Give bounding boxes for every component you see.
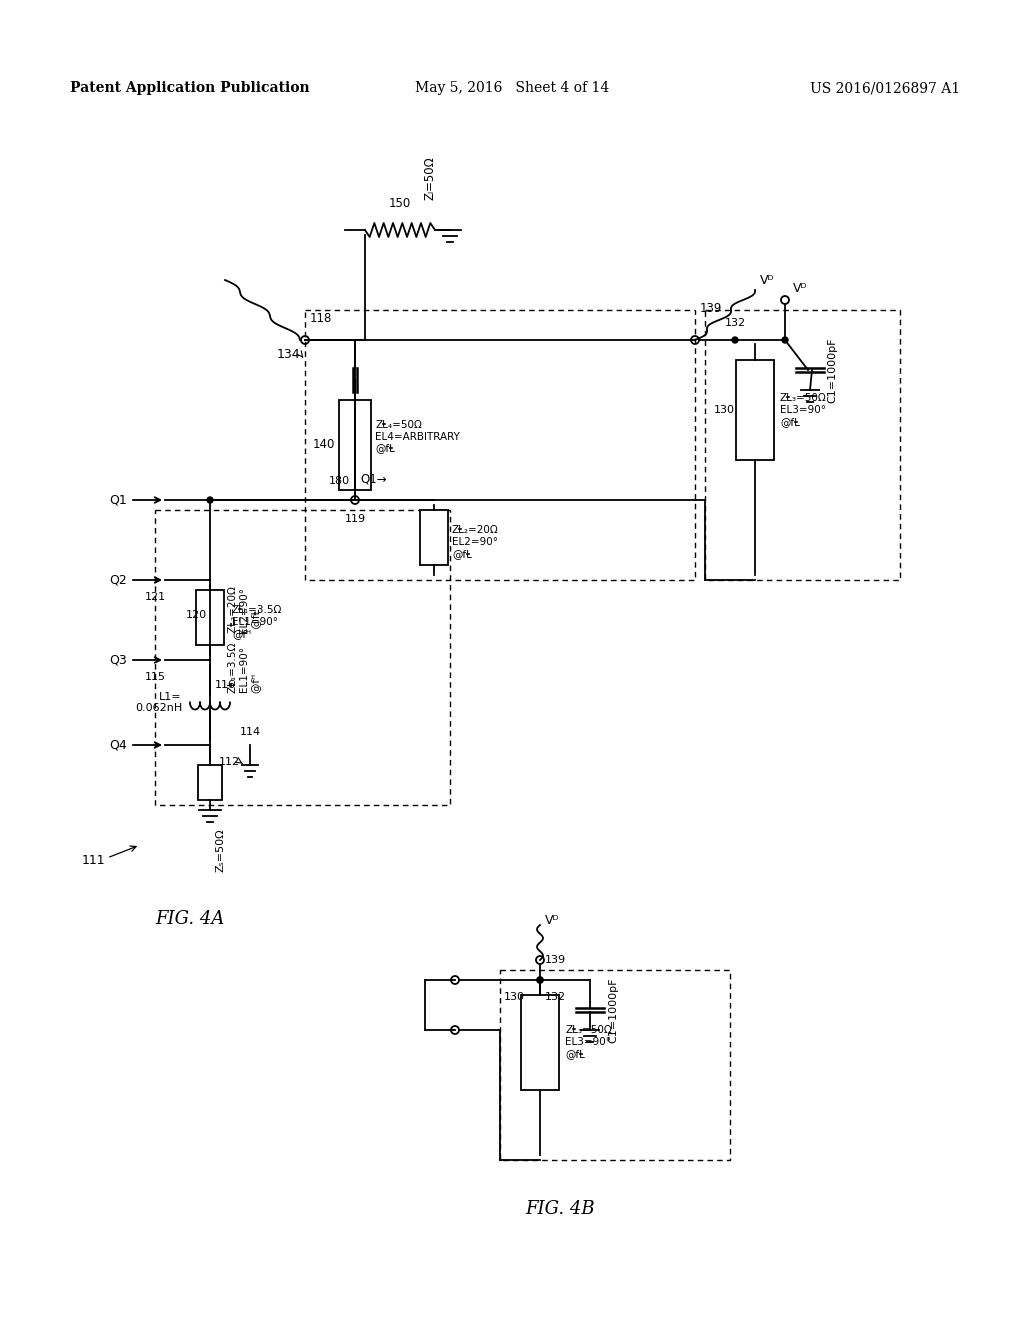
Text: 112: 112 <box>219 756 240 767</box>
Text: Q1: Q1 <box>110 494 127 507</box>
Text: US 2016/0126897 A1: US 2016/0126897 A1 <box>810 81 961 95</box>
Text: ZⱠ₂=20Ω: ZⱠ₂=20Ω <box>452 525 499 535</box>
Bar <box>198 766 222 800</box>
Text: 115: 115 <box>144 672 166 682</box>
Circle shape <box>537 977 543 983</box>
Bar <box>705 310 900 579</box>
Text: Vᴰ: Vᴰ <box>545 913 559 927</box>
Text: ZⱠ₃=50Ω
EL3=90°
@fⱠ: ZⱠ₃=50Ω EL3=90° @fⱠ <box>780 393 826 426</box>
Text: Q1→: Q1→ <box>360 473 387 486</box>
Text: 132: 132 <box>545 993 566 1002</box>
Circle shape <box>732 337 738 343</box>
Text: Q3: Q3 <box>110 653 127 667</box>
Text: Zₛ=50Ω: Zₛ=50Ω <box>215 828 225 871</box>
Text: ZⱠ₁=3.5Ω   ZⱠ₂=20Ω
EL1=90°    EL2=90°
@fᴴ              @fⱠ: ZⱠ₁=3.5Ω ZⱠ₂=20Ω EL1=90° EL2=90° @fᴴ @fⱠ <box>228 586 261 693</box>
Text: Q4: Q4 <box>110 738 127 751</box>
Text: C1=1000pF: C1=1000pF <box>827 337 837 403</box>
Bar <box>155 510 450 805</box>
Text: 134: 134 <box>276 348 300 362</box>
Text: C1=1000pF: C1=1000pF <box>608 977 618 1043</box>
Text: L1=
0.062nH: L1= 0.062nH <box>135 692 182 713</box>
Text: Vᴰ: Vᴰ <box>793 282 808 294</box>
Text: 121: 121 <box>144 591 166 602</box>
Text: 120: 120 <box>186 610 207 620</box>
Text: 140: 140 <box>312 438 335 451</box>
Text: 180: 180 <box>329 477 350 486</box>
Circle shape <box>782 337 788 343</box>
Text: @fᴴ: @fᴴ <box>232 630 251 639</box>
Text: 130: 130 <box>714 405 735 414</box>
Bar <box>736 360 774 459</box>
Bar <box>305 310 695 579</box>
Text: ZⱠ₃=50Ω
EL3=90°
@fⱠ: ZⱠ₃=50Ω EL3=90° @fⱠ <box>565 1026 611 1059</box>
Text: FIG. 4B: FIG. 4B <box>525 1200 595 1218</box>
Bar <box>420 510 449 565</box>
Text: Vᴰ: Vᴰ <box>760 273 774 286</box>
Text: ZⱠ₄=50Ω
EL4=ARBITRARY
@fⱠ: ZⱠ₄=50Ω EL4=ARBITRARY @fⱠ <box>375 420 460 453</box>
Text: ZⱠ₁=3.5Ω: ZⱠ₁=3.5Ω <box>232 605 283 615</box>
Text: 111: 111 <box>81 854 105 866</box>
Bar <box>196 590 224 645</box>
Bar <box>339 400 371 490</box>
Text: 139: 139 <box>700 302 722 315</box>
Circle shape <box>207 498 213 503</box>
Circle shape <box>537 977 543 983</box>
Text: May 5, 2016   Sheet 4 of 14: May 5, 2016 Sheet 4 of 14 <box>415 81 609 95</box>
Text: @fⱠ: @fⱠ <box>452 549 472 558</box>
Text: 119: 119 <box>344 513 366 524</box>
Text: 132: 132 <box>724 318 745 327</box>
Text: 118: 118 <box>310 312 333 325</box>
Text: EL1=90°: EL1=90° <box>232 616 278 627</box>
Text: Zₗ=50Ω: Zₗ=50Ω <box>424 156 436 201</box>
Text: 114: 114 <box>240 727 260 737</box>
Bar <box>500 970 730 1160</box>
Text: 116: 116 <box>215 680 236 690</box>
Text: EL2=90°: EL2=90° <box>452 537 498 546</box>
Text: 130: 130 <box>504 993 525 1002</box>
Text: Patent Application Publication: Patent Application Publication <box>70 81 309 95</box>
Text: 139: 139 <box>545 954 566 965</box>
Text: 150: 150 <box>389 197 411 210</box>
Text: FIG. 4A: FIG. 4A <box>156 909 224 928</box>
Text: Q2: Q2 <box>110 573 127 586</box>
Bar <box>521 995 559 1090</box>
